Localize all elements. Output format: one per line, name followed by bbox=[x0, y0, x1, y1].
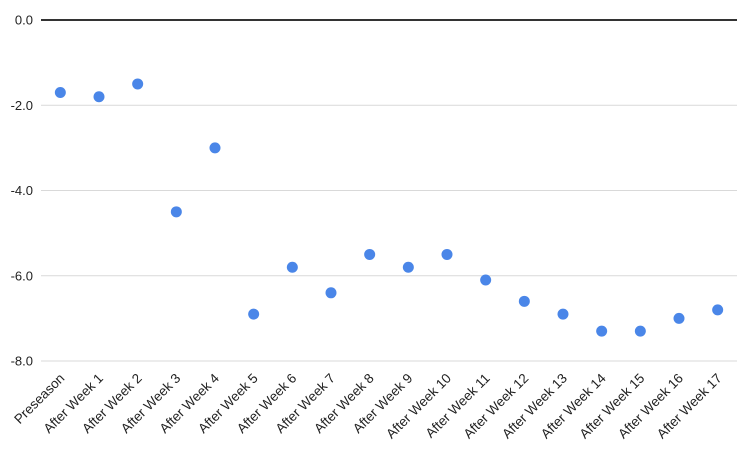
data-point bbox=[93, 91, 105, 103]
data-point bbox=[712, 304, 724, 316]
y-axis-tick-label: -6.0 bbox=[11, 268, 33, 283]
data-point bbox=[325, 287, 337, 299]
data-point bbox=[286, 261, 298, 273]
data-point bbox=[673, 312, 685, 324]
data-point bbox=[209, 142, 221, 154]
data-point bbox=[248, 308, 260, 320]
data-point bbox=[557, 308, 569, 320]
data-point bbox=[441, 248, 453, 260]
data-point bbox=[480, 274, 492, 286]
y-axis-tick-label: -4.0 bbox=[11, 183, 33, 198]
y-axis-tick-label: -2.0 bbox=[11, 98, 33, 113]
y-axis-tick-label: 0.0 bbox=[15, 13, 33, 28]
y-axis-tick-label: -8.0 bbox=[11, 354, 33, 369]
data-point bbox=[54, 86, 66, 98]
data-point bbox=[170, 206, 182, 218]
data-point bbox=[596, 325, 608, 337]
data-point bbox=[634, 325, 646, 337]
data-point bbox=[402, 261, 414, 273]
data-point bbox=[364, 248, 376, 260]
data-point bbox=[518, 295, 530, 307]
data-point bbox=[132, 78, 144, 90]
